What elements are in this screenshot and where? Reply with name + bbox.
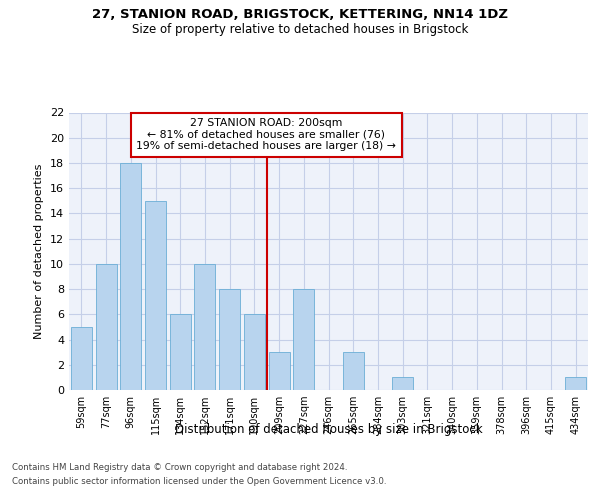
Bar [71, 327, 92, 390]
Bar [392, 378, 413, 390]
Y-axis label: Number of detached properties: Number of detached properties [34, 164, 44, 339]
Bar [170, 314, 191, 390]
Bar [120, 163, 141, 390]
Text: Size of property relative to detached houses in Brigstock: Size of property relative to detached ho… [132, 22, 468, 36]
Bar [95, 264, 116, 390]
Bar [293, 289, 314, 390]
Text: Distribution of detached houses by size in Brigstock: Distribution of detached houses by size … [175, 422, 482, 436]
Bar [269, 352, 290, 390]
Text: Contains public sector information licensed under the Open Government Licence v3: Contains public sector information licen… [12, 478, 386, 486]
Bar [219, 289, 240, 390]
Text: Contains HM Land Registry data © Crown copyright and database right 2024.: Contains HM Land Registry data © Crown c… [12, 462, 347, 471]
Bar [194, 264, 215, 390]
Bar [244, 314, 265, 390]
Text: 27, STANION ROAD, BRIGSTOCK, KETTERING, NN14 1DZ: 27, STANION ROAD, BRIGSTOCK, KETTERING, … [92, 8, 508, 20]
Text: 27 STANION ROAD: 200sqm
← 81% of detached houses are smaller (76)
19% of semi-de: 27 STANION ROAD: 200sqm ← 81% of detache… [136, 118, 396, 151]
Bar [145, 201, 166, 390]
Bar [565, 378, 586, 390]
Bar [343, 352, 364, 390]
